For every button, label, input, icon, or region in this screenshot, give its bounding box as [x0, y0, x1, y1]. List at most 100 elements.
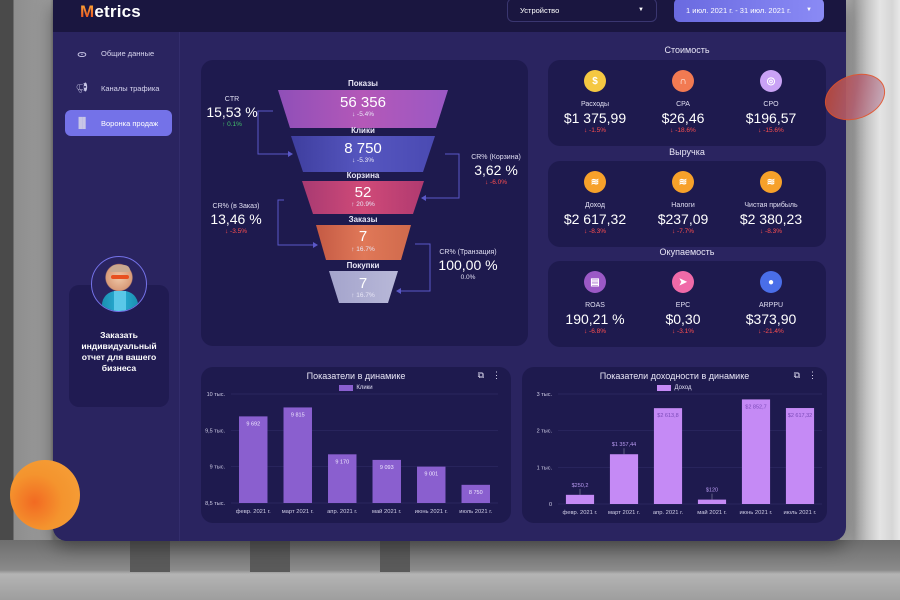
payback-section-title: Окупаемость — [659, 247, 715, 257]
export-chart-icon[interactable]: ⧉ — [477, 370, 484, 380]
data-label: 9 001 — [424, 472, 438, 478]
sidebar-item-traffic-channels[interactable]: 📢︎ Каналы трафика — [75, 82, 160, 94]
kpi-delta: ↓ -1.5% — [583, 127, 607, 134]
funnel-stage-orders-value: 7 — [358, 228, 368, 245]
kpi-revenue-2: ≋ Чистая прибыль $2 380,23 ↓ -8.3% — [726, 171, 816, 235]
kpi-delta: ↓ -7.7% — [671, 228, 695, 235]
x-tick-label: май 2021 г. — [372, 508, 402, 515]
bar[interactable] — [697, 499, 727, 504]
sidebar-item-overview[interactable]: ᯣ Общие данные — [65, 40, 172, 66]
funnel-stage-impressions-shape — [278, 90, 448, 128]
bar[interactable] — [461, 484, 490, 503]
y-tick-label: 1 тыс. — [537, 465, 553, 471]
kpi-value: 190,21 % — [565, 311, 625, 327]
bar[interactable] — [283, 407, 312, 503]
bar[interactable] — [785, 408, 815, 504]
kpi-label: Чистая прибыль — [744, 202, 798, 209]
funnel-stage-cart-value: 52 — [354, 184, 372, 201]
date-range-select[interactable]: 1 июл. 2021 г. - 31 июл. 2021 г. ▼ — [674, 0, 824, 22]
device-select[interactable]: Устройство ▼ — [507, 0, 657, 22]
kpi-label: EPC — [675, 302, 691, 309]
funnel-stage-orders-delta: ↑ 16.7% — [351, 246, 375, 253]
bar[interactable] — [653, 408, 683, 504]
kpi-value: $196,57 — [745, 110, 797, 126]
kpi-revenue-0: ≋ Доход $2 617,32 ↓ -8.3% — [550, 171, 640, 235]
revenue-card: ≋ Доход $2 617,32 ↓ -8.3% ≋ Налоги $237,09 ↓ -7… — [548, 161, 826, 247]
cost-section-title: Стоимость — [664, 45, 710, 55]
kpi-value: $0,30 — [665, 311, 701, 327]
legend-swatch — [657, 385, 672, 391]
y-tick-label: 0 — [549, 502, 552, 508]
bar[interactable] — [609, 454, 639, 504]
target-icon: ◎ — [760, 70, 782, 92]
kpi-value: $2 617,32 — [563, 211, 627, 227]
connector-ctr — [257, 110, 288, 155]
export-chart-icon[interactable]: ⧉ — [793, 370, 800, 380]
bar[interactable] — [328, 454, 357, 503]
funnel-card: Показы 56 356 ↓ -5.4% Клики 8 750 ↓ -5.3… — [201, 60, 528, 346]
connector-cart — [426, 153, 460, 199]
funnel-stage-purchases-label: Покупки — [346, 261, 380, 270]
kpi-label: ARPPU — [758, 302, 784, 309]
clicks-bar-chart: 10 тыс. 9,5 тыс. 9 тыс. 8,5 тыс. 9 692 февр. … — [205, 392, 498, 515]
funnel-stage-cart-shape — [302, 181, 424, 214]
data-label: $2 617,32 — [788, 413, 812, 419]
revenue-section-title: Выручка — [669, 147, 705, 157]
sidebar-item-sales-funnel[interactable]: ▐▌ Воронка продаж — [65, 110, 172, 136]
kpi-label: CPO — [763, 101, 779, 108]
more-options-icon[interactable]: ⋮ — [808, 370, 817, 380]
magnet-icon: ∩ — [672, 70, 694, 92]
y-tick-label: 3 тыс. — [537, 392, 553, 398]
data-label: $250,2 — [572, 483, 589, 489]
logo[interactable]: Metrics — [80, 2, 141, 21]
kpi-value: $1 375,99 — [563, 110, 627, 126]
rate-cart: CR% (Корзина) 3,62 % ↓ -6.0% — [471, 154, 521, 186]
kpi-value: $237,09 — [657, 211, 709, 227]
binoculars-icon: ᯣ — [77, 49, 87, 60]
avatar — [91, 256, 147, 312]
chat-icon: ▤ — [584, 271, 606, 293]
bar[interactable] — [372, 459, 401, 503]
data-label: 9 093 — [380, 465, 394, 471]
kpi-delta: ↓ -15.6% — [758, 127, 784, 134]
x-tick-label: март 2021 г. — [608, 510, 640, 516]
revenue-chart-card: Показатели доходности в динамике ⧉ ⋮ Дохо… — [522, 367, 827, 523]
funnel-stage-clicks-label: Клики — [351, 126, 375, 135]
promo-text: Заказать индивидуальный отчет для вашего… — [81, 330, 157, 373]
revenue-bar-chart: 3 тыс. 2 тыс. 1 тыс. 0 $250,2 февр. 2021 г. $1… — [537, 392, 822, 516]
more-options-icon[interactable]: ⋮ — [492, 370, 501, 380]
funnel-stage-clicks-delta: ↓ -5.3% — [351, 157, 375, 164]
caret-down-icon: ▼ — [806, 7, 812, 13]
kpi-payback-0: ▤ ROAS 190,21 % ↓ -6.8% — [550, 271, 640, 335]
data-label: $2 613,8 — [657, 413, 678, 419]
megaphone-icon: 📢︎ — [75, 82, 89, 94]
connector-transaction — [401, 243, 431, 292]
data-label: 9 692 — [246, 421, 260, 427]
dollar-coin-icon: $ — [584, 70, 606, 92]
chart-legend: Клики — [201, 385, 511, 391]
bar[interactable] — [239, 416, 268, 503]
background-bottom — [0, 540, 900, 600]
kpi-cost-2: ◎ CPO $196,57 ↓ -15.6% — [726, 70, 816, 134]
x-tick-label: май 2021 г. — [697, 509, 727, 516]
bar[interactable] — [417, 466, 446, 503]
funnel-stage-cart-label: Корзина — [346, 171, 380, 180]
x-tick-label: апр. 2021 г. — [327, 509, 358, 515]
kpi-label: CPA — [676, 101, 690, 108]
kpi-delta: ↓ -8.3% — [759, 228, 783, 235]
funnel-stage-impressions-value: 56 356 — [340, 94, 386, 111]
kpi-label: Расходы — [580, 101, 610, 108]
cost-card: $ Расходы $1 375,99 ↓ -1.5% ∩ CPA $26,46 ↓ -18.… — [548, 60, 826, 146]
rate-transaction: CR% (Транзация) 100,00 % 0.0% — [438, 249, 498, 281]
data-label: 9 170 — [335, 459, 349, 465]
kpi-value: $26,46 — [661, 110, 705, 126]
funnel-stage-cart-delta: ↑ 20.9% — [351, 201, 375, 208]
data-label: $2 852,7 — [745, 404, 766, 410]
funnel-stage-impressions-delta: ↓ -5.4% — [351, 111, 375, 118]
connector-order — [277, 199, 313, 246]
coins-icon: ≋ — [672, 171, 694, 193]
kpi-cost-0: $ Расходы $1 375,99 ↓ -1.5% — [550, 70, 640, 134]
bar[interactable] — [565, 494, 595, 504]
data-label: $120 — [706, 488, 718, 494]
bar[interactable] — [741, 399, 771, 504]
